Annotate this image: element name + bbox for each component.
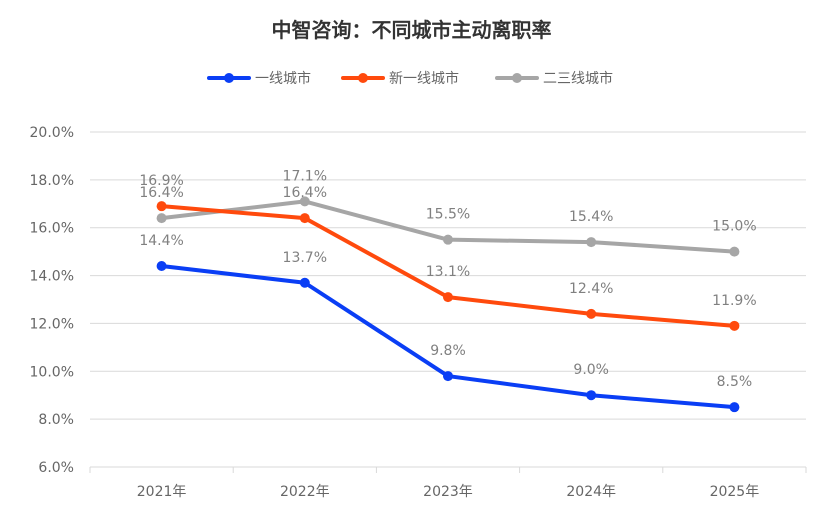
legend-swatch-tier1 — [207, 73, 251, 83]
data-label: 13.7% — [283, 250, 327, 266]
legend: 一线城市 新一线城市 二三线城市 — [0, 66, 823, 90]
data-point — [586, 308, 597, 319]
data-point — [299, 213, 310, 224]
data-label: 16.4% — [139, 185, 183, 201]
y-tick-label: 12.0% — [30, 316, 74, 332]
data-label: 9.0% — [573, 362, 609, 378]
data-point — [586, 237, 597, 248]
data-point — [443, 292, 453, 303]
data-point — [729, 402, 740, 413]
x-tick-label: 2025年 — [710, 484, 760, 500]
series-line — [159, 264, 737, 410]
data-point — [729, 320, 740, 331]
y-tick-label: 8.0% — [38, 412, 74, 428]
data-point — [443, 234, 453, 245]
data-point — [443, 371, 453, 382]
chart-title: 中智咨询：不同城市主动离职率 — [271, 18, 552, 42]
data-label: 17.1% — [283, 168, 327, 184]
data-point — [156, 261, 167, 271]
y-tick-label: 18.0% — [30, 173, 74, 189]
data-label: 14.4% — [139, 233, 183, 249]
data-point — [156, 201, 167, 212]
data-point — [729, 246, 740, 257]
data-label: 16.4% — [283, 185, 327, 201]
data-label: 8.5% — [717, 374, 753, 390]
legend-item-new-tier1: 新一线城市 — [341, 66, 459, 90]
legend-label-tier2-3: 二三线城市 — [543, 71, 613, 87]
legend-label-new-tier1: 新一线城市 — [389, 71, 459, 87]
data-point — [586, 390, 597, 401]
data-label: 12.4% — [569, 281, 613, 297]
legend-swatch-tier2-3 — [495, 73, 539, 83]
data-label: 9.8% — [430, 343, 466, 359]
data-label: 13.1% — [426, 264, 470, 280]
legend-item-tier1: 一线城市 — [207, 66, 311, 90]
y-tick-label: 16.0% — [30, 221, 74, 237]
legend-item-tier2-3: 二三线城市 — [495, 66, 613, 90]
x-tick-label: 2024年 — [566, 484, 616, 500]
x-tick-label: 2023年 — [423, 484, 473, 500]
data-point — [299, 196, 310, 207]
y-tick-label: 14.0% — [30, 269, 74, 285]
y-tick-label: 6.0% — [38, 460, 74, 476]
legend-swatch-new-tier1 — [341, 73, 385, 83]
data-label: 11.9% — [712, 293, 756, 309]
data-label: 15.0% — [712, 219, 756, 235]
data-point — [299, 277, 310, 288]
legend-label-tier1: 一线城市 — [255, 71, 311, 87]
data-point — [156, 213, 167, 224]
x-tick-label: 2021年 — [137, 484, 187, 500]
y-tick-label: 10.0% — [30, 364, 74, 380]
data-label: 15.5% — [426, 207, 470, 223]
y-tick-label: 20.0% — [30, 125, 74, 141]
data-label: 16.9% — [139, 173, 183, 189]
x-tick-label: 2022年 — [280, 484, 330, 500]
data-label: 15.4% — [569, 209, 613, 225]
